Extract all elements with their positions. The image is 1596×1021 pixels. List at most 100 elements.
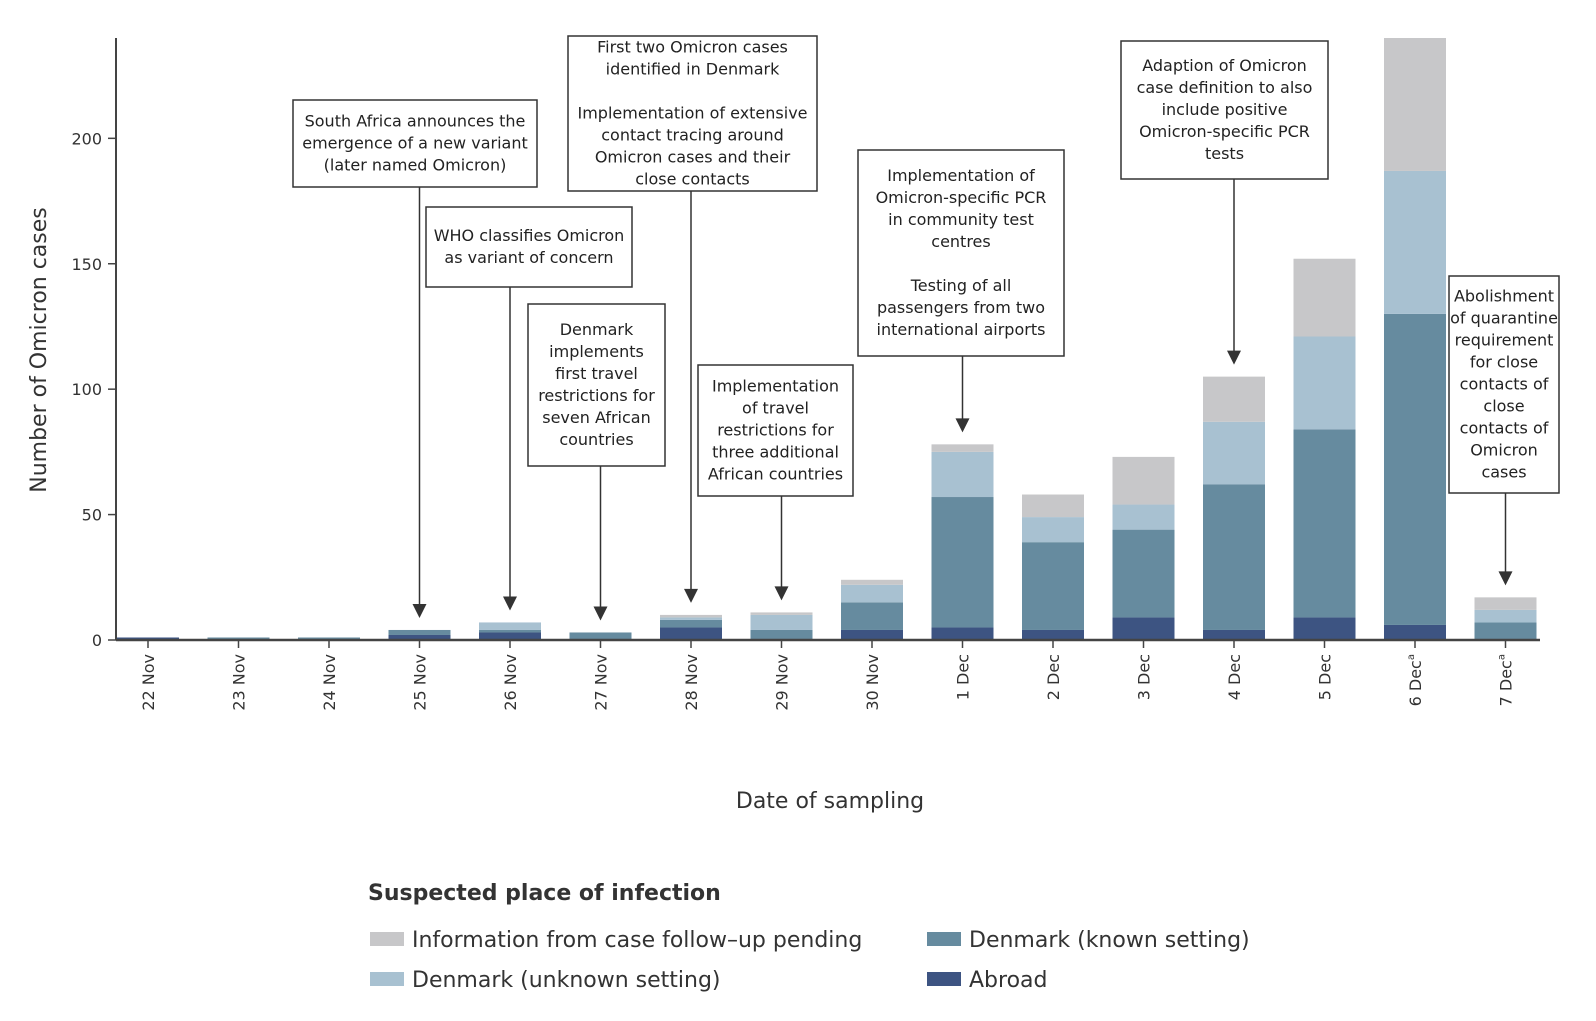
legend-label: Information from case follow–up pending <box>412 928 862 953</box>
bar-segment <box>1022 542 1084 630</box>
bar-segment <box>479 632 541 640</box>
bar-segment <box>479 622 541 630</box>
bar-segment <box>841 629 903 640</box>
bars <box>117 38 1537 640</box>
bar-segment <box>931 627 994 640</box>
x-tick-superscript: a <box>1406 654 1417 660</box>
annotation-arrow-head <box>1498 571 1513 586</box>
annotation-text: restrictions for <box>538 386 655 405</box>
annotation-text: South Africa announces the <box>305 112 526 131</box>
annotation-text: Implementation of extensive <box>577 104 807 123</box>
annotation-text: WHO classifies Omicron <box>434 226 625 245</box>
legend-title: Suspected place of infection <box>368 881 721 906</box>
bar-segment <box>841 584 903 603</box>
legend-label: Denmark (known setting) <box>969 928 1250 953</box>
annotation-arrow-head <box>1227 350 1241 365</box>
x-tick-label: 6 Deca <box>1406 654 1425 706</box>
annotation-text: Omicron <box>1470 441 1538 460</box>
bar-segment <box>1384 313 1446 625</box>
annotation-who-voc: WHO classifies Omicron as variant of conc… <box>425 206 633 611</box>
bar-segment <box>931 444 994 452</box>
y-axis: 0 50 100 150 200 <box>71 38 117 650</box>
annotation-text: First two Omicron cases <box>597 38 788 57</box>
x-tick-label: 26 Nov <box>501 654 520 711</box>
bar-segment <box>1293 336 1356 430</box>
annotation-text: Implementation <box>712 377 839 396</box>
bar-segment <box>1293 617 1356 640</box>
annotation-box <box>1120 40 1329 180</box>
bar-segment <box>1203 484 1265 630</box>
annotation-text: seven African <box>542 408 651 427</box>
annotation-arrow-head <box>774 586 789 601</box>
bar-segment <box>1022 494 1084 518</box>
bar-segment <box>1384 38 1446 171</box>
bar-segment <box>1384 624 1446 640</box>
bar-segment <box>1022 517 1084 543</box>
x-tick-label: 3 Dec <box>1135 654 1154 700</box>
annotation-text: Implementation of <box>887 166 1035 185</box>
annotation-text: Adaption of Omicron <box>1142 56 1307 75</box>
y-tick-label: 200 <box>71 129 102 148</box>
bar-segment <box>1112 504 1175 530</box>
bar-segment <box>750 612 813 615</box>
annotation-box <box>567 35 818 192</box>
x-tick-superscript: a <box>1497 654 1508 660</box>
bar-segment <box>479 629 541 633</box>
annotation-box <box>425 206 633 288</box>
annotation-text: Omicron cases and their <box>595 148 791 167</box>
annotation-text: African countries <box>708 465 843 484</box>
annotation-arrow-head <box>684 588 698 603</box>
annotation-text: contacts of <box>1460 419 1549 438</box>
annotation-travel-seven: Denmark implements first travel restriction… <box>527 303 666 621</box>
bar-segment <box>569 632 632 640</box>
x-tick-label: 28 Nov <box>682 654 701 711</box>
annotation-text: Testing of all <box>910 276 1012 295</box>
legend-item: Information from case follow–up pending <box>370 928 862 953</box>
annotation-travel-three: Implementation of travel restrictions for t… <box>697 364 854 601</box>
annotation-text: for close <box>1470 353 1538 372</box>
bar-segment <box>931 451 994 498</box>
x-tick-label: 23 Nov <box>230 654 249 711</box>
annotation-arrow-head <box>503 596 517 611</box>
bar-segment <box>660 617 722 620</box>
x-tick-label: 30 Nov <box>863 654 882 711</box>
legend-swatch <box>927 972 961 986</box>
annotation-south-africa: South Africa announces the emergence of a… <box>292 99 538 618</box>
bar-segment <box>388 634 451 640</box>
annotation-text: requirement <box>1455 331 1554 350</box>
annotation-text: identified in Denmark <box>606 60 780 79</box>
bar-segment <box>1474 597 1537 610</box>
legend-swatch <box>927 932 961 946</box>
annotation-text: Omicron-specific PCR <box>1139 122 1310 141</box>
bar-segment <box>1384 170 1446 314</box>
bar-segment <box>841 579 903 585</box>
annotation-text: in community test <box>888 210 1034 229</box>
annotation-text: international airports <box>877 320 1046 339</box>
y-tick-label: 100 <box>71 380 102 399</box>
x-tick-label: 25 Nov <box>411 654 430 711</box>
bar-segment <box>1112 529 1175 618</box>
annotation-text: include positive <box>1162 100 1288 119</box>
bar-segment <box>298 637 360 640</box>
x-tick-label: 1 Dec <box>954 654 973 700</box>
annotation-box <box>527 303 666 467</box>
annotations: South Africa announces the emergence of a… <box>292 35 1560 621</box>
annotation-text: implements <box>549 342 644 361</box>
annotation-text: Denmark <box>560 320 634 339</box>
legend-item: Denmark (unknown setting) <box>370 968 721 993</box>
bar-segment <box>1293 429 1356 618</box>
annotation-text: case definition to also <box>1137 78 1313 97</box>
annotation-box <box>292 99 538 188</box>
x-tick-label: 7 Deca <box>1497 654 1516 706</box>
y-tick-label: 150 <box>71 255 102 274</box>
annotation-text: countries <box>559 430 633 449</box>
annotation-text: close contacts <box>635 170 750 189</box>
annotation-case-definition: Adaption of Omicron case definition to al… <box>1120 40 1329 365</box>
bar-segment <box>1474 622 1537 640</box>
y-tick-label: 50 <box>82 506 102 525</box>
bar-segment <box>1022 629 1084 640</box>
y-tick-label: 0 <box>92 631 102 650</box>
bar-segment <box>1112 456 1175 505</box>
annotation-first-cases: First two Omicron cases identified in Den… <box>567 35 818 603</box>
